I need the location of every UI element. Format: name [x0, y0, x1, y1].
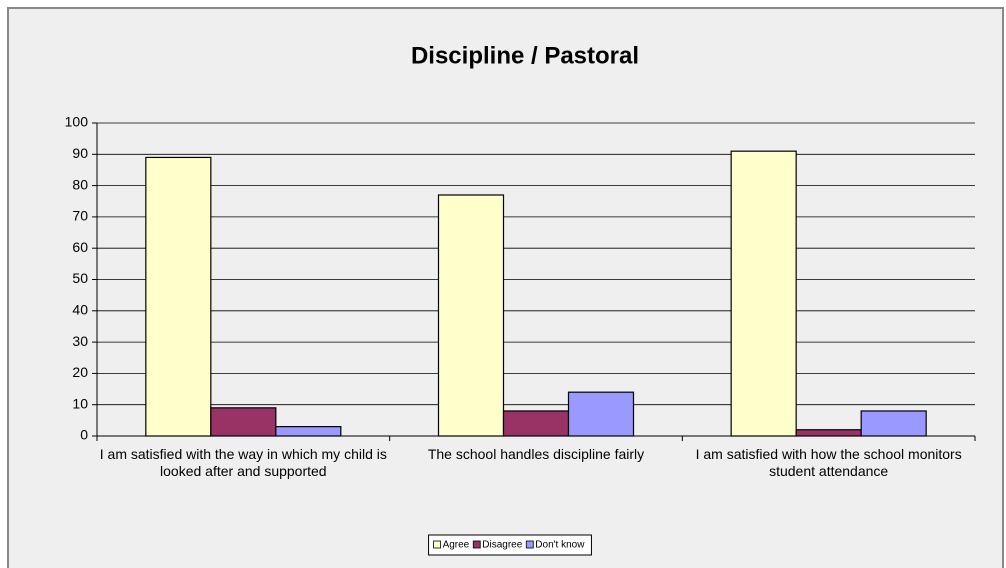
- y-tick-label: 10: [72, 395, 88, 411]
- legend-label: Don't know: [535, 540, 585, 551]
- bar: [860, 410, 927, 437]
- bar: [275, 426, 342, 437]
- y-tick-label: 70: [72, 208, 88, 224]
- y-tick-label: 100: [65, 114, 89, 130]
- legend-swatch: [525, 540, 534, 549]
- y-tick-label: 30: [72, 333, 88, 349]
- bar: [795, 429, 862, 437]
- bar: [567, 391, 635, 437]
- legend-swatch: [433, 540, 441, 549]
- legend-swatch: [472, 540, 481, 549]
- x-tick-label: The school handles discipline fairly: [427, 446, 645, 462]
- y-tick-label: 50: [72, 270, 88, 286]
- legend-label: Disagree: [482, 540, 522, 551]
- bar: [502, 410, 570, 437]
- bar: [437, 194, 505, 437]
- bar: [210, 407, 277, 437]
- legend-box: [428, 534, 592, 556]
- legend-label: Agree: [443, 540, 470, 551]
- y-tick-label: 90: [72, 145, 88, 161]
- y-tick-label: 40: [72, 302, 88, 318]
- y-tick-label: 0: [80, 427, 88, 443]
- x-tick-label: I am satisfied with the way in which my …: [99, 446, 387, 479]
- y-tick-label: 60: [72, 239, 88, 255]
- y-tick-label: 20: [72, 364, 88, 380]
- x-tick-label: I am satisfied with how the school monit…: [695, 446, 962, 479]
- y-tick-label: 80: [72, 176, 88, 192]
- legend: Agree Disagree Don't know: [428, 534, 592, 556]
- chart-title: Discipline / Pastoral: [411, 42, 639, 69]
- bar: [730, 150, 797, 437]
- bar: [145, 156, 212, 437]
